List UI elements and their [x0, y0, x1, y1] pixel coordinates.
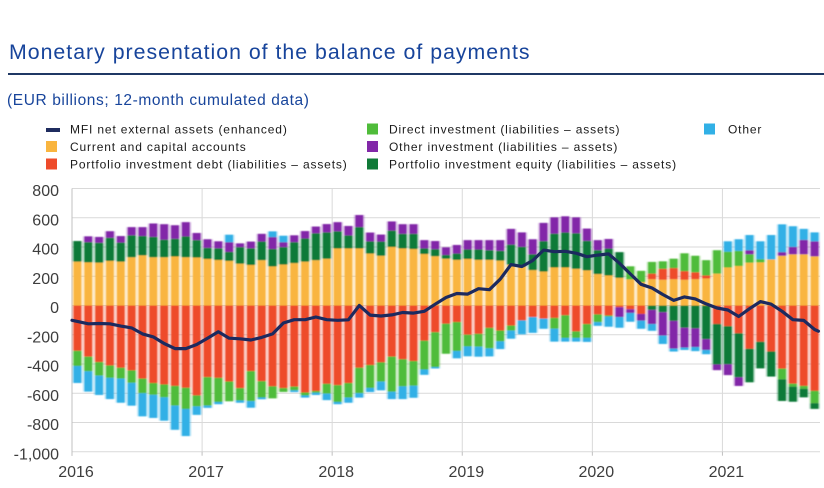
- svg-text:800: 800: [32, 183, 59, 200]
- svg-text:2020: 2020: [579, 464, 615, 481]
- svg-text:-400: -400: [27, 359, 59, 376]
- svg-text:Other: Other: [728, 123, 762, 137]
- svg-text:2019: 2019: [449, 464, 485, 481]
- svg-text:(EUR billions; 12-month cumula: (EUR billions; 12-month cumulated data): [7, 92, 310, 109]
- svg-text:-200: -200: [27, 329, 59, 346]
- svg-text:200: 200: [32, 271, 59, 288]
- svg-text:MFI net external assets (enhan: MFI net external assets (enhanced): [70, 123, 288, 137]
- svg-text:0: 0: [50, 300, 59, 317]
- svg-text:2017: 2017: [188, 464, 224, 481]
- svg-text:400: 400: [32, 242, 59, 259]
- svg-text:Other investment (liabilities: Other investment (liabilities – assets): [389, 140, 618, 154]
- svg-text:Portfolio investment equity (l: Portfolio investment equity (liabilities…: [389, 158, 677, 172]
- svg-text:-800: -800: [27, 417, 59, 434]
- svg-text:-600: -600: [27, 388, 59, 405]
- svg-text:-1,000: -1,000: [14, 446, 59, 463]
- svg-text:Portfolio investment debt (lia: Portfolio investment debt (liabilities –…: [70, 158, 348, 172]
- svg-text:2021: 2021: [709, 464, 745, 481]
- svg-text:2018: 2018: [318, 464, 354, 481]
- svg-text:Direct investment (liabilities: Direct investment (liabilities – assets): [389, 123, 620, 137]
- svg-text:2016: 2016: [58, 464, 94, 481]
- svg-text:Current and capital accounts: Current and capital accounts: [70, 140, 247, 154]
- svg-text:600: 600: [32, 213, 59, 230]
- svg-text:Monetary presentation of the b: Monetary presentation of the balance of …: [9, 40, 531, 64]
